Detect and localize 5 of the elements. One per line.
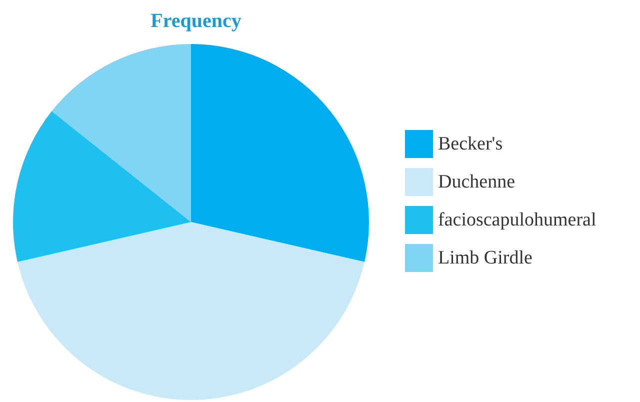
legend-label: facioscapulohumeral [438,210,596,230]
chart-title: Frequency [150,10,242,32]
legend-label: Becker's [438,134,503,154]
legend-label: Limb Girdle [438,248,532,268]
legend-label: Duchenne [438,172,516,192]
